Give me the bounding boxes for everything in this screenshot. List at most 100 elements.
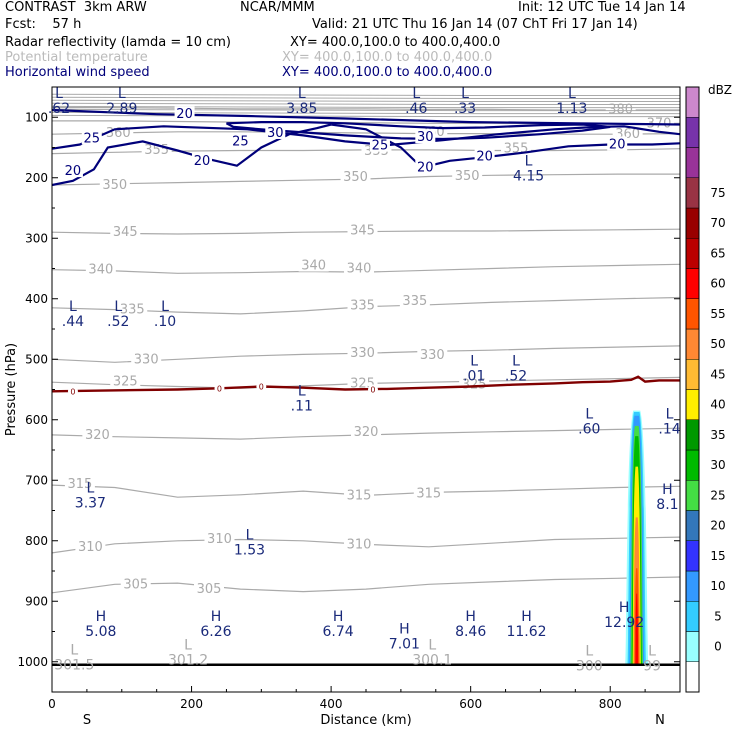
wind-label-bg [81,130,102,145]
center-l-marker: L [86,480,94,496]
wind-label-bg [415,159,436,174]
wind-label: 20 [417,160,434,175]
center-value: 11.62 [506,624,546,640]
wind-label-bg [265,124,286,139]
valid-time: Valid: 21 UTC Thu 16 Jan 14 (07 ChT Fri … [312,17,638,32]
colorbar-level-label: 55 [710,307,725,321]
wind-label-bg [174,106,195,121]
theta-label-bg [298,257,329,272]
colorbar-swatch [685,601,700,632]
freezing-label: 0 [370,386,375,395]
center-value: .60 [578,422,600,438]
y-tick-label: 500 [25,352,48,366]
theta-label-bg [644,115,675,130]
center-value: 8.1 [656,497,678,513]
wind-label: 25 [83,131,100,146]
theta-label: 345 [113,225,138,240]
theta-label-bg [194,581,224,596]
center-value: 301.5 [54,657,94,673]
theta-contour-305 [52,576,680,594]
theta-label-bg [347,222,378,237]
colorbar-swatch [685,298,700,330]
x-end-label-left: S [83,713,91,728]
center-l-marker: L [184,638,192,654]
freezing-label-bg [256,381,267,392]
center-h-marker: H [399,621,410,637]
colorbar-level-label: 60 [710,277,725,291]
center-h-marker: H [619,600,630,616]
forecast-hour: Fcst: 57 h [5,17,82,32]
theta-label: 335 [350,298,375,313]
center-l-marker: L [428,638,436,654]
colorbar-level-label: 30 [710,458,725,472]
y-axis-label: Pressure (hPa) [4,343,19,436]
x-axis-label: Distance (km) [320,713,411,728]
init-time: Init: 12 UTC Tue 14 Jan 14 [518,0,686,15]
colorbar-level-label: 15 [710,549,725,563]
center-l-marker: L [525,154,533,170]
theta-label-bg [117,301,148,316]
theta-upper-line [52,111,680,115]
theta-upper-line [52,96,680,99]
theta-label: 330 [134,352,159,367]
theta-label-bg [452,167,483,182]
colorbar-frame [685,86,700,693]
model-title: CONTRAST 3km ARW [5,0,147,15]
theta-upper-line [52,105,680,109]
center-l-marker: L [114,299,122,315]
colorbar-swatch [685,238,700,269]
theta-label: 315 [67,477,92,492]
center-l-marker: L [298,86,306,102]
colorbar-level-label: 70 [710,216,725,230]
y-tick-label: 700 [25,473,48,487]
center-l-marker: L [648,644,656,660]
theta-label: 350 [102,178,127,193]
colorbar-swatch [685,540,700,572]
theta-label-bg [110,373,141,388]
colorbar-swatch [685,449,700,481]
center-value: 99 [643,659,661,675]
freezing-label-bg [367,384,378,395]
center-l-marker: L [585,644,593,660]
theta-label-bg [347,297,378,312]
wind-label-bg [230,133,251,148]
colorbar-level-label: 65 [710,246,725,260]
theta-label-bg [110,224,141,239]
y-tick-label: 200 [25,171,48,185]
center-l-marker: L [666,407,674,423]
center-value: .46 [405,101,427,117]
colorbar-swatch [685,389,700,420]
center-value: 4.15 [513,169,544,185]
center-value: .52 [505,368,527,384]
wind-contour-30 [225,121,611,141]
theta-label: 340 [88,263,113,278]
center-h-marker: H [521,609,532,625]
freezing-level-line [52,375,680,393]
theta-label: 325 [113,375,138,390]
wind-label-bg [369,137,390,152]
colorbar-level-label: 40 [710,398,725,412]
wind-label-bg [607,136,628,151]
x-tick-label: 800 [599,697,622,711]
theta-label-bg [417,347,448,362]
center-value: 1.13 [556,101,587,117]
theta-label-bg [85,261,116,276]
theta-label-bg [344,487,375,502]
center-l-marker: L [512,353,520,369]
y-tick-label: 300 [25,231,48,245]
theta-contour-380 [52,107,680,111]
center-l-marker: L [461,86,469,102]
center-value: .10 [154,314,176,330]
theta-label: 330 [420,348,445,363]
wind-label: 20 [176,107,193,122]
theta-label: 340 [301,258,326,273]
center-h-marker: H [96,609,107,625]
colorbar-level-label: 45 [710,367,725,381]
center-value: .11 [291,399,313,415]
colorbar-level-label: 75 [710,186,725,200]
theta-label-bg [141,141,172,156]
theta-label: 335 [120,303,145,318]
theta-label: 305 [197,582,222,597]
x-end-label-right: N [655,713,665,728]
